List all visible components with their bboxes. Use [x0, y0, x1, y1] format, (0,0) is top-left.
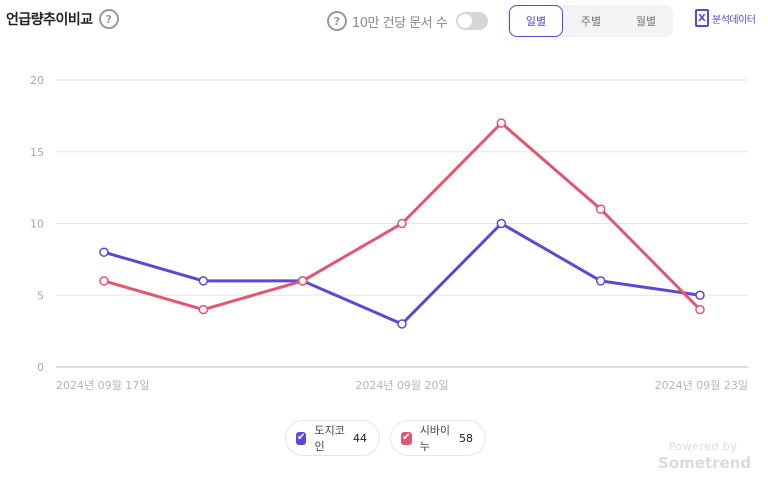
- data-point: [397, 319, 407, 329]
- brand-logo: Sometrend: [658, 454, 752, 472]
- help-icon[interactable]: ?: [98, 9, 119, 29]
- excel-icon: X: [695, 9, 709, 27]
- y-tick-label: 5: [37, 289, 44, 302]
- data-point: [198, 304, 209, 315]
- data-point: [99, 247, 109, 257]
- powered-by-text: Powered by: [668, 440, 738, 453]
- per-doc-label: 10만 건당 문서 수: [352, 15, 448, 31]
- data-point: [595, 204, 606, 214]
- x-tick-label: 2024년 09월 17일: [56, 378, 149, 392]
- tab-daily[interactable]: 일별: [509, 5, 563, 37]
- x-tick-label: 2024년 09월 20일: [355, 378, 448, 392]
- toggle-knob: [458, 14, 473, 28]
- legend-series-total: 58: [459, 431, 473, 445]
- export-data-button[interactable]: X 분석데이터: [695, 9, 756, 27]
- page-title: 언급량추이비교: [6, 12, 93, 28]
- per-doc-setting: ? 10만 건당 문서 수: [327, 11, 489, 31]
- legend-check-icon: ✔: [296, 431, 307, 445]
- data-point: [595, 276, 606, 286]
- tab-monthly[interactable]: 월별: [635, 15, 657, 28]
- data-point: [397, 218, 407, 229]
- legend-series-name: 시바이누: [419, 424, 451, 453]
- data-point: [297, 276, 308, 286]
- tab-weekly[interactable]: 주별: [580, 15, 602, 28]
- data-point: [496, 218, 507, 229]
- chart-header: 언급량추이비교 ?: [6, 9, 119, 29]
- y-tick-label: 15: [30, 146, 44, 159]
- legend-check-icon: ✔: [401, 431, 412, 445]
- per-doc-help-icon[interactable]: ?: [327, 11, 347, 31]
- data-point: [496, 118, 507, 128]
- data-point: [695, 290, 705, 300]
- period-selector: 일별 주별 월별: [507, 5, 673, 37]
- y-tick-label: 10: [30, 218, 44, 231]
- legend-item-dogecoin[interactable]: ✔ 도지코인 44: [285, 420, 380, 456]
- export-label: 분석데이터: [712, 14, 756, 26]
- y-tick-label: 0: [37, 361, 44, 374]
- legend-series-name: 도지코인: [314, 424, 345, 453]
- legend-item-shibainu[interactable]: ✔ 시바이누 58: [390, 420, 486, 456]
- x-tick-label: 2024년 09월 23일: [655, 378, 748, 392]
- series-line: [102, 222, 702, 326]
- powered-by-logo: Powered by Sometrend: [658, 440, 752, 472]
- data-point: [695, 304, 705, 315]
- legend-series-total: 44: [353, 431, 367, 445]
- data-point: [99, 276, 109, 286]
- per-doc-toggle[interactable]: [456, 12, 489, 30]
- data-point: [198, 276, 209, 286]
- y-tick-label: 20: [30, 74, 44, 87]
